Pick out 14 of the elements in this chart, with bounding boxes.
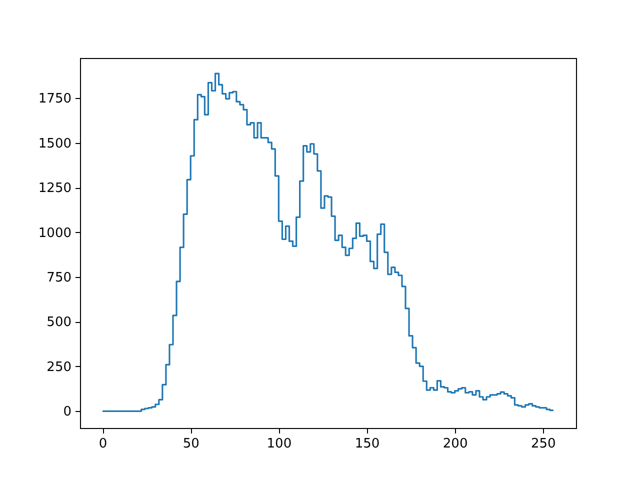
- x-tick-label: 50: [182, 436, 200, 452]
- y-tick-label: 1750: [38, 92, 72, 107]
- x-tick-label: 200: [442, 436, 468, 452]
- y-tick-label: 500: [46, 315, 72, 330]
- x-tick-label: 100: [266, 436, 292, 452]
- x-tick-label: 0: [98, 436, 108, 452]
- x-tick-label: 150: [354, 436, 380, 452]
- y-tick-label: 1500: [38, 136, 72, 152]
- y-tick-label: 750: [46, 270, 72, 286]
- y-tick-label: 1000: [38, 226, 72, 241]
- y-tick-label: 250: [46, 360, 72, 375]
- x-tick-label: 250: [530, 436, 556, 452]
- y-tick-label: 1250: [38, 181, 72, 196]
- y-tick-label: 0: [63, 404, 72, 420]
